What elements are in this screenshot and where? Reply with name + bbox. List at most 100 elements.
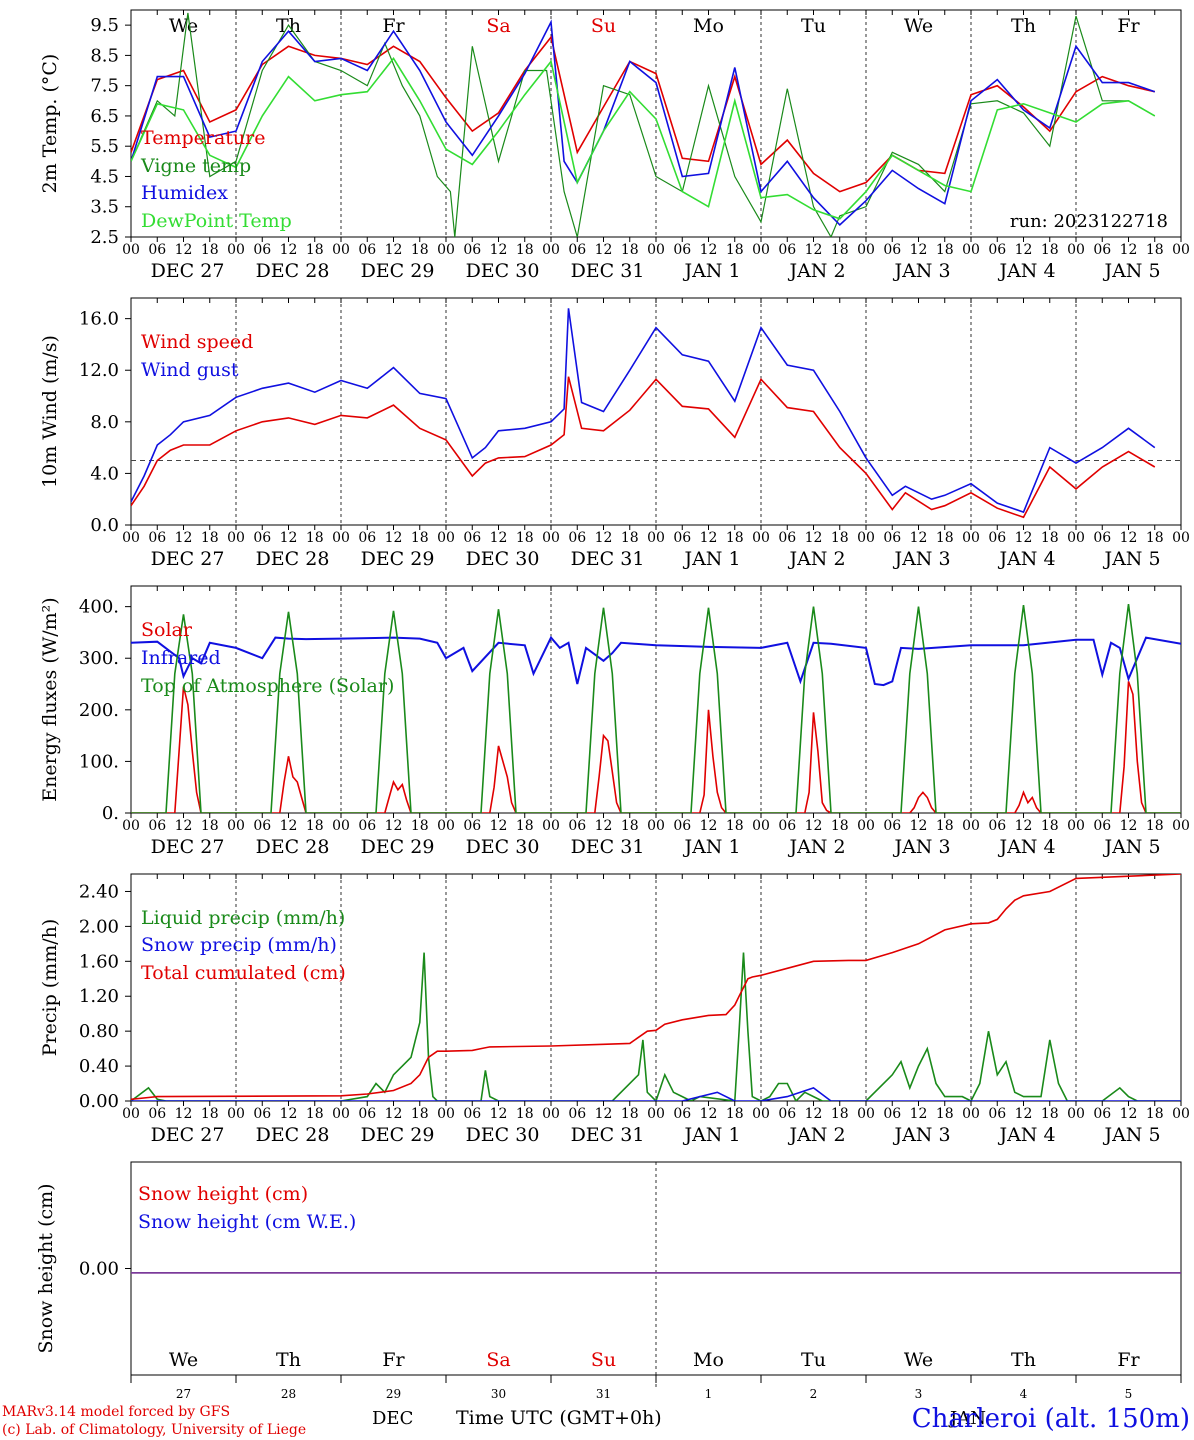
y-axis-label: 2m Temp. (°C) [39, 54, 61, 194]
date-label: DEC 29 [361, 1124, 435, 1146]
hour-label: 00 [647, 818, 665, 834]
hour-label: 06 [568, 530, 586, 546]
hour-label: 12 [595, 242, 613, 258]
hour-label: 12 [490, 242, 508, 258]
hour-label: 12 [700, 1106, 718, 1122]
hour-label: 18 [411, 530, 429, 546]
weekday-label: Tu [801, 1349, 826, 1371]
date-label: DEC 31 [571, 836, 645, 858]
hour-label: 00 [962, 818, 980, 834]
time-axis-label: Time UTC (GMT+0h) [456, 1407, 662, 1429]
y-tick-label: 0.00 [79, 1091, 119, 1112]
hour-label: 12 [1015, 242, 1033, 258]
hour-label: 12 [280, 818, 298, 834]
hour-label: 12 [1015, 1106, 1033, 1122]
weekday-label: We [904, 15, 933, 37]
hour-label: 18 [621, 1106, 639, 1122]
hour-label: 00 [542, 818, 560, 834]
hour-label: 06 [883, 1106, 901, 1122]
hour-label: 18 [516, 1106, 534, 1122]
hour-label: 12 [175, 530, 193, 546]
hour-label: 06 [673, 818, 691, 834]
hour-label: 00 [437, 818, 455, 834]
y-tick-label: 2.00 [79, 916, 119, 937]
day-number: 31 [596, 1387, 611, 1401]
station-label: Charleroi (alt. 150m) [912, 1404, 1190, 1434]
date-label: DEC 27 [151, 260, 225, 282]
hour-label: 12 [280, 1106, 298, 1122]
date-label: JAN 4 [997, 548, 1055, 570]
day-number: 27 [176, 1387, 191, 1401]
day-number: 1 [705, 1387, 713, 1401]
hour-label: 00 [332, 1106, 350, 1122]
panel-5: 0.00 Snow height (cm) Snow height (cm) Snow… [35, 1161, 1182, 1401]
hour-label: 06 [1093, 1106, 1111, 1122]
hour-label: 12 [280, 242, 298, 258]
weekday-label: Mo [693, 15, 724, 37]
y-tick-label: 12.0 [79, 360, 119, 381]
hour-label: 12 [700, 530, 718, 546]
hour-label: 18 [621, 818, 639, 834]
legend-entry: Solar [141, 619, 193, 641]
hour-label: 18 [726, 530, 744, 546]
date-label: DEC 29 [361, 260, 435, 282]
hour-label: 18 [516, 530, 534, 546]
hour-label: 06 [988, 242, 1006, 258]
panel-3: 0. 100. 200. 300. 400. Energy fluxes (W/m²) 00… [39, 585, 1190, 858]
hour-label: 18 [936, 242, 954, 258]
date-label: JAN 1 [682, 260, 740, 282]
series-line-vigne-temp [131, 12, 1156, 237]
hour-label: 00 [1172, 818, 1190, 834]
hour-label: 06 [1093, 242, 1111, 258]
hour-label: 00 [857, 818, 875, 834]
date-label: DEC 28 [256, 260, 330, 282]
hour-label: 12 [805, 242, 823, 258]
date-label: JAN 3 [892, 836, 950, 858]
hour-label: 18 [306, 530, 324, 546]
panel-1: 2.5 3.5 4.5 5.5 6.5 7.5 8.5 9.5 2m Temp. (°C) 00 0… [39, 9, 1190, 282]
series-line-temperature [131, 35, 1155, 193]
y-tick-label: 0. [102, 803, 119, 824]
day-number: 3 [915, 1387, 923, 1401]
y-tick-label: 0.00 [79, 1259, 119, 1280]
series-group [131, 874, 1181, 1101]
hour-label: 12 [910, 818, 928, 834]
legend-entry: Temperature [141, 127, 265, 149]
legend-entry: Wind gust [141, 359, 239, 381]
hour-label: 18 [411, 242, 429, 258]
hour-label: 06 [778, 242, 796, 258]
y-tick-label: 400. [79, 597, 119, 618]
date-label: JAN 5 [1102, 548, 1160, 570]
hour-label: 06 [463, 530, 481, 546]
legend-entry: Humidex [141, 182, 228, 204]
y-tick-label: 0.0 [90, 515, 119, 536]
hour-label: 18 [726, 1106, 744, 1122]
hour-label: 12 [490, 818, 508, 834]
series-line-total-cumulated-cm- [131, 874, 1181, 1101]
hour-label: 06 [988, 818, 1006, 834]
weekday-label: We [904, 1349, 933, 1371]
hour-label: 00 [752, 530, 770, 546]
date-label: JAN 3 [892, 260, 950, 282]
hour-label: 00 [1067, 530, 1085, 546]
hour-label: 12 [595, 818, 613, 834]
hour-label: 06 [673, 242, 691, 258]
hour-label: 18 [306, 818, 324, 834]
hour-label: 00 [647, 1106, 665, 1122]
hour-label: 18 [201, 818, 219, 834]
date-label: JAN 5 [1102, 1124, 1160, 1146]
hour-label: 12 [490, 1106, 508, 1122]
legend-entry: Snow height (cm W.E.) [138, 1211, 356, 1233]
hour-label: 12 [1015, 530, 1033, 546]
y-tick-label: 1.60 [79, 951, 119, 972]
hour-label: 00 [752, 1106, 770, 1122]
y-tick-label: 4.5 [90, 166, 119, 187]
hour-label: 18 [621, 530, 639, 546]
day-number: 28 [281, 1387, 296, 1401]
hour-label: 12 [595, 1106, 613, 1122]
hour-label: 00 [1172, 242, 1190, 258]
date-label: JAN 2 [787, 1124, 845, 1146]
y-tick-label: 200. [79, 700, 119, 721]
date-label: DEC 28 [256, 1124, 330, 1146]
